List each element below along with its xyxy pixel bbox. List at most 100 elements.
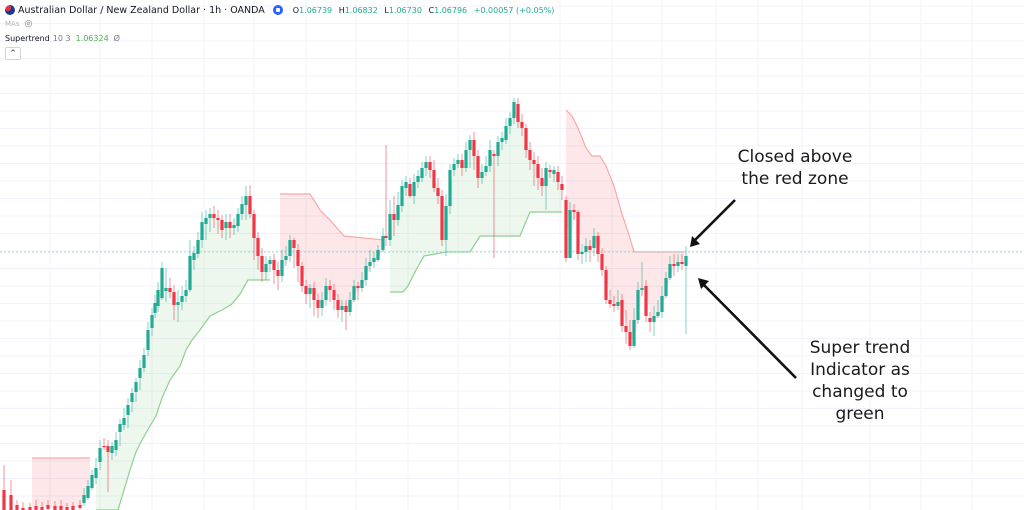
candle bbox=[172, 285, 176, 320]
candle bbox=[98, 440, 102, 470]
candle bbox=[536, 156, 540, 190]
candle bbox=[188, 240, 192, 292]
candle bbox=[153, 295, 157, 318]
candle bbox=[348, 292, 352, 316]
candle bbox=[260, 248, 264, 282]
high-label: H bbox=[338, 5, 345, 15]
candle bbox=[146, 322, 150, 356]
candle bbox=[381, 228, 385, 252]
candle bbox=[192, 246, 196, 270]
ohlc-values: O1.06739 H1.06832 L1.06730 C1.06796 +0.0… bbox=[293, 6, 559, 15]
candle bbox=[138, 360, 142, 390]
candle bbox=[86, 480, 90, 500]
candle bbox=[428, 156, 432, 178]
candle bbox=[476, 150, 480, 188]
candle bbox=[464, 142, 468, 172]
candle bbox=[556, 166, 560, 190]
candle bbox=[34, 500, 38, 510]
candle bbox=[300, 262, 304, 292]
candle bbox=[46, 500, 50, 510]
high-value: 1.06832 bbox=[344, 5, 378, 15]
candle bbox=[200, 212, 204, 248]
annotation-top: Closed above the red zone bbox=[700, 146, 890, 190]
hidden-eye-icon[interactable]: ◎ bbox=[24, 19, 33, 29]
close-label: C bbox=[428, 5, 435, 15]
candle bbox=[264, 256, 268, 280]
candle bbox=[520, 114, 524, 136]
candle bbox=[360, 272, 364, 292]
candle bbox=[244, 186, 248, 220]
candle bbox=[292, 238, 296, 268]
indicator-value: 1.06324 bbox=[75, 33, 109, 43]
candle bbox=[544, 162, 548, 210]
candle bbox=[552, 166, 556, 182]
candle bbox=[142, 348, 146, 372]
candle bbox=[636, 282, 640, 324]
candle bbox=[256, 232, 260, 270]
candle bbox=[452, 158, 456, 176]
candle bbox=[616, 290, 620, 310]
candle bbox=[180, 286, 184, 310]
candle bbox=[220, 215, 224, 238]
annotation-bottom-line1: Super trend bbox=[809, 338, 911, 358]
candle bbox=[496, 136, 500, 166]
chart-legend: Australian Dollar / New Zealand Dollar ·… bbox=[5, 3, 558, 60]
candle bbox=[276, 262, 280, 290]
candle bbox=[90, 470, 94, 490]
candle bbox=[684, 246, 688, 334]
candle bbox=[288, 235, 292, 262]
indicator-empty-value: Ø bbox=[113, 33, 120, 43]
candle bbox=[548, 165, 552, 178]
candle bbox=[228, 214, 232, 238]
candle bbox=[540, 168, 544, 196]
mas-row: MAs ◎ bbox=[5, 17, 558, 31]
candle bbox=[15, 500, 19, 510]
candle bbox=[312, 282, 316, 316]
mas-label[interactable]: MAs bbox=[5, 20, 20, 28]
close-value: 1.06796 bbox=[434, 5, 468, 15]
candle bbox=[336, 294, 340, 318]
supertrend-up-fill bbox=[390, 110, 562, 292]
annotation-bottom-line4: green bbox=[835, 404, 885, 424]
candle bbox=[122, 408, 126, 430]
candle bbox=[640, 262, 644, 296]
candle bbox=[656, 300, 660, 318]
candle bbox=[412, 174, 416, 204]
candle bbox=[176, 290, 180, 322]
candle bbox=[392, 196, 396, 236]
candle bbox=[600, 248, 604, 276]
candle bbox=[420, 162, 424, 182]
candle bbox=[484, 156, 488, 176]
candle bbox=[492, 150, 496, 258]
annotation-bottom-line3: changed to bbox=[812, 382, 908, 402]
candle bbox=[156, 282, 160, 312]
annotation-bottom-line2: Indicator as bbox=[810, 360, 910, 380]
candle bbox=[608, 290, 612, 308]
candle bbox=[212, 206, 216, 228]
candle bbox=[436, 178, 440, 204]
candle bbox=[21, 502, 25, 510]
candle bbox=[580, 244, 584, 264]
symbol-title[interactable]: Australian Dollar / New Zealand Dollar ·… bbox=[18, 4, 265, 16]
candle bbox=[164, 268, 168, 302]
candle bbox=[268, 256, 272, 272]
low-value: 1.06730 bbox=[388, 5, 422, 15]
collapse-legend-button[interactable]: ^ bbox=[5, 47, 21, 60]
candle bbox=[592, 228, 596, 256]
indicator-name[interactable]: Supertrend bbox=[5, 33, 50, 43]
candle bbox=[224, 214, 228, 240]
candle bbox=[65, 503, 69, 510]
candle bbox=[284, 246, 288, 266]
market-status-icon[interactable] bbox=[272, 5, 283, 15]
candle bbox=[9, 480, 13, 510]
candle bbox=[440, 190, 444, 246]
candle bbox=[468, 135, 472, 168]
arrow-top bbox=[692, 199, 736, 243]
candle bbox=[480, 164, 484, 184]
candle bbox=[416, 170, 420, 188]
candle bbox=[126, 398, 130, 428]
candle bbox=[59, 500, 63, 510]
candle bbox=[596, 232, 600, 262]
candle bbox=[396, 192, 400, 226]
